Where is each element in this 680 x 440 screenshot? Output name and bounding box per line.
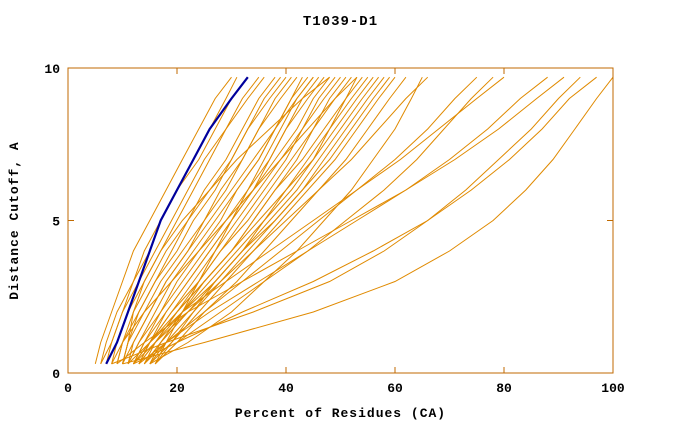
- chart-title: T1039-D1: [302, 14, 379, 30]
- x-tick-label: 40: [278, 381, 294, 396]
- y-tick-label: 5: [52, 215, 60, 230]
- model-line: [116, 76, 287, 365]
- y-tick-label: 10: [44, 62, 60, 77]
- x-tick-label: 20: [169, 381, 185, 396]
- model-line: [116, 76, 276, 365]
- model-line: [143, 76, 336, 365]
- model-line: [122, 76, 314, 365]
- model-line: [149, 76, 347, 365]
- model-line: [143, 76, 478, 365]
- model-line: [127, 76, 292, 365]
- model-line: [127, 76, 505, 365]
- model-line: [122, 76, 614, 365]
- model-line: [149, 76, 423, 365]
- model-line: [138, 76, 352, 365]
- model-line: [138, 76, 548, 365]
- y-axis-label: Distance Cutoff, A: [7, 141, 22, 299]
- model-line: [143, 76, 379, 365]
- model-line: [133, 76, 597, 365]
- model-line: [122, 76, 281, 365]
- y-axis-ticks: 0 5 10: [44, 62, 613, 382]
- model-line: [94, 76, 232, 365]
- model-line: [116, 76, 565, 365]
- x-axis-ticks: 0 20 40 60 80 100: [64, 68, 625, 396]
- model-line: [149, 76, 385, 365]
- x-tick-label: 60: [387, 381, 403, 396]
- x-tick-label: 100: [601, 381, 625, 396]
- model-line: [111, 76, 358, 365]
- model-line: [133, 76, 374, 365]
- model-line: [154, 76, 358, 365]
- x-tick-label: 80: [496, 381, 512, 396]
- model-line: [132, 76, 303, 365]
- x-tick-label: 0: [64, 381, 72, 396]
- series-lines: [94, 76, 614, 365]
- y-tick-label: 0: [52, 367, 60, 382]
- model-line: [154, 76, 314, 365]
- highlight-line: [105, 76, 249, 365]
- model-line: [149, 76, 396, 365]
- model-line: [122, 76, 330, 365]
- model-line: [154, 76, 494, 365]
- model-line: [133, 76, 341, 365]
- x-axis-label: Percent of Residues (CA): [235, 406, 446, 421]
- model-line: [111, 76, 581, 365]
